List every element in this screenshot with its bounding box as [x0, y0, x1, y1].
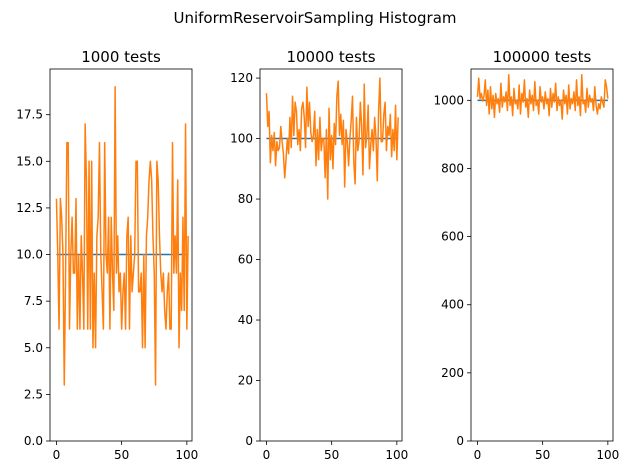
panel-1000-tests: 1000 tests 0 50 100 0.0 2.5 5.0 7.5 10.0 12.5 15.…	[16, 48, 198, 462]
y-tick-label: 15.0	[16, 154, 43, 168]
x-tick-label: 100	[175, 448, 198, 462]
x-tick-label: 50	[535, 448, 550, 462]
observed-line	[55, 85, 189, 386]
x-tick-label: 50	[324, 448, 339, 462]
y-tick-label: 5.0	[24, 341, 43, 355]
y-tick-label: 600	[441, 230, 464, 244]
figure-title: UniformReservoirSampling Histogram	[174, 9, 457, 27]
y-tick-label: 60	[238, 253, 253, 267]
y-tick-label: 40	[238, 313, 253, 327]
observed-line	[476, 74, 609, 120]
y-tick-label: 0	[456, 434, 464, 448]
observed-line	[265, 77, 399, 200]
panel-title: 10000 tests	[286, 48, 375, 66]
panel-10000-tests: 10000 tests 0 50 100 0 20 40 60 80 100 120	[230, 48, 408, 462]
y-tick-label: 120	[230, 71, 253, 85]
y-tick-label: 2.5	[24, 387, 43, 401]
y-tick-label: 200	[441, 366, 464, 380]
y-tick-label: 7.5	[24, 294, 43, 308]
x-tick-label: 0	[263, 448, 271, 462]
panel-title: 100000 tests	[493, 48, 592, 66]
y-tick-label: 12.5	[16, 201, 43, 215]
y-tick-label: 10.0	[16, 248, 43, 262]
y-tick-label: 80	[238, 192, 253, 206]
x-tick-label: 0	[53, 448, 61, 462]
axes-frame	[49, 68, 193, 442]
axes-frame	[259, 68, 403, 442]
y-tick-label: 100	[230, 132, 253, 146]
y-tick-label: 0.0	[24, 434, 43, 448]
y-tick-label: 17.5	[16, 108, 43, 122]
axes-frame	[470, 68, 614, 442]
x-tick-label: 100	[596, 448, 619, 462]
y-tick-label: 20	[238, 374, 253, 388]
y-tick-label: 0	[245, 434, 253, 448]
x-tick-label: 0	[474, 448, 482, 462]
x-tick-label: 100	[385, 448, 408, 462]
panel-title: 1000 tests	[81, 48, 161, 66]
x-tick-label: 50	[114, 448, 129, 462]
y-tick-label: 400	[441, 298, 464, 312]
y-tick-label: 1000	[433, 93, 464, 107]
y-tick-label: 800	[441, 161, 464, 175]
